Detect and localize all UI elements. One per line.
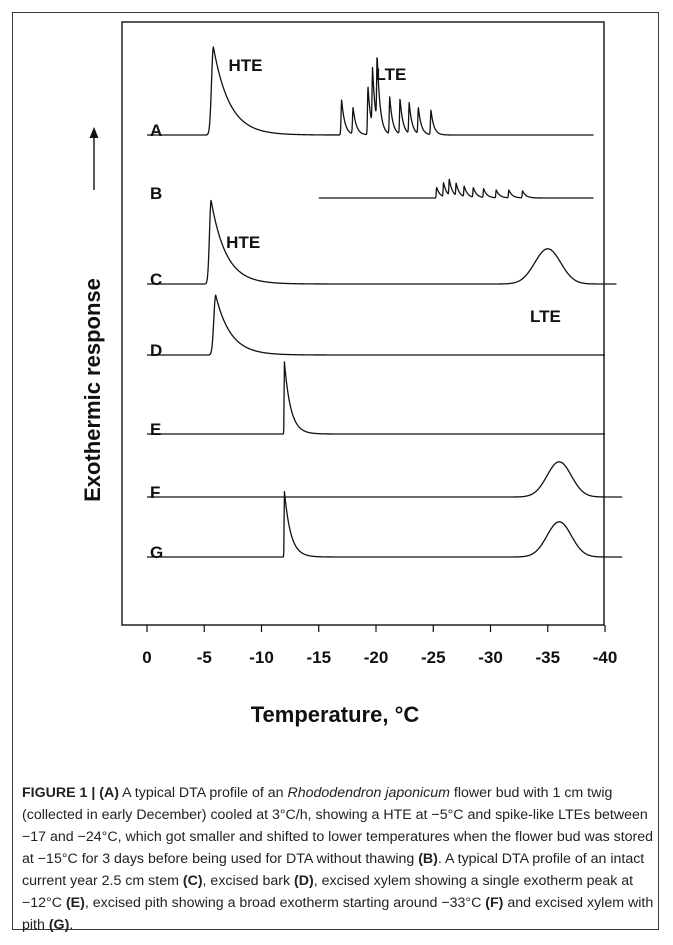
caption-text: . — [69, 917, 74, 933]
caption-species-name: Rhododendron japonicum — [287, 785, 450, 801]
x-tick-label: -10 — [249, 648, 274, 667]
series-label: E — [150, 420, 161, 439]
figure-card — [12, 12, 659, 930]
x-tick-label: -15 — [306, 648, 331, 667]
dta-chart: A HTE LTE B C HTE LTE D E F G 0 -5 -10 -15 -20 -25 -30 -3… — [80, 21, 623, 727]
series-label: B — [150, 184, 162, 203]
caption-panel-ref: (B) — [418, 851, 438, 867]
series-line — [146, 46, 594, 136]
x-tick-label: -30 — [478, 648, 503, 667]
peak-annotation: HTE — [228, 56, 262, 75]
peak-annotation: LTE — [530, 307, 561, 326]
caption-text: and excised xylem with pith — [22, 895, 654, 933]
series-a: A HTE LTE — [146, 46, 594, 140]
caption-panel-ref: (E) — [65, 895, 85, 911]
x-tick-label: -20 — [364, 648, 389, 667]
series-line — [318, 178, 594, 199]
caption-text: , excised pith showing a broad exotherm … — [84, 895, 486, 911]
x-tick-label: -40 — [593, 648, 618, 667]
caption-text: A typical DTA profile of an — [119, 785, 288, 801]
x-tick-label: -25 — [421, 648, 446, 667]
series-line — [146, 294, 606, 356]
series-label: C — [150, 270, 162, 289]
caption-panel-ref: (D) — [294, 873, 314, 889]
caption-panel-ref: (F) — [485, 895, 504, 911]
x-axis-title: Temperature, °C — [251, 702, 420, 727]
series-d: D — [146, 294, 606, 360]
x-tick-label: 0 — [142, 648, 151, 667]
series-label: F — [150, 483, 160, 502]
series-e: E — [146, 361, 606, 439]
series-label: A — [150, 121, 162, 140]
x-tick-label: -35 — [535, 648, 560, 667]
peak-annotation: LTE — [375, 65, 406, 84]
peak-annotation: HTE — [226, 233, 260, 252]
y-axis-title: Exothermic response — [80, 278, 105, 502]
caption-text: flower bud with 1 cm twig (collected in … — [22, 785, 654, 867]
series-c: C HTE LTE — [146, 199, 617, 326]
plot-frame — [121, 21, 605, 626]
caption-text: , excised bark — [202, 873, 295, 889]
series-line — [146, 199, 617, 285]
series-line — [146, 361, 606, 435]
caption-text: . A typical DTA profile of an intact cur… — [22, 851, 645, 889]
series-line — [146, 490, 623, 558]
series-label: D — [150, 341, 162, 360]
figure-caption: FIGURE 1 | (A) A typical DTA profile of … — [22, 782, 654, 936]
series-b: B — [150, 178, 594, 203]
x-tick-label: -5 — [197, 648, 212, 667]
series-g: G — [146, 490, 623, 562]
caption-text: , excised xylem showing a single exother… — [22, 873, 634, 911]
series-f: F — [146, 461, 623, 502]
y-axis-arrow-icon — [89, 127, 99, 190]
caption-panel-ref: (A) — [99, 785, 119, 801]
caption-panel-ref: (G) — [48, 917, 70, 933]
caption-panel-ref: (C) — [182, 873, 203, 889]
series-line — [146, 461, 623, 498]
series-label: G — [150, 543, 163, 562]
figure-number: FIGURE 1 | — [22, 785, 100, 801]
